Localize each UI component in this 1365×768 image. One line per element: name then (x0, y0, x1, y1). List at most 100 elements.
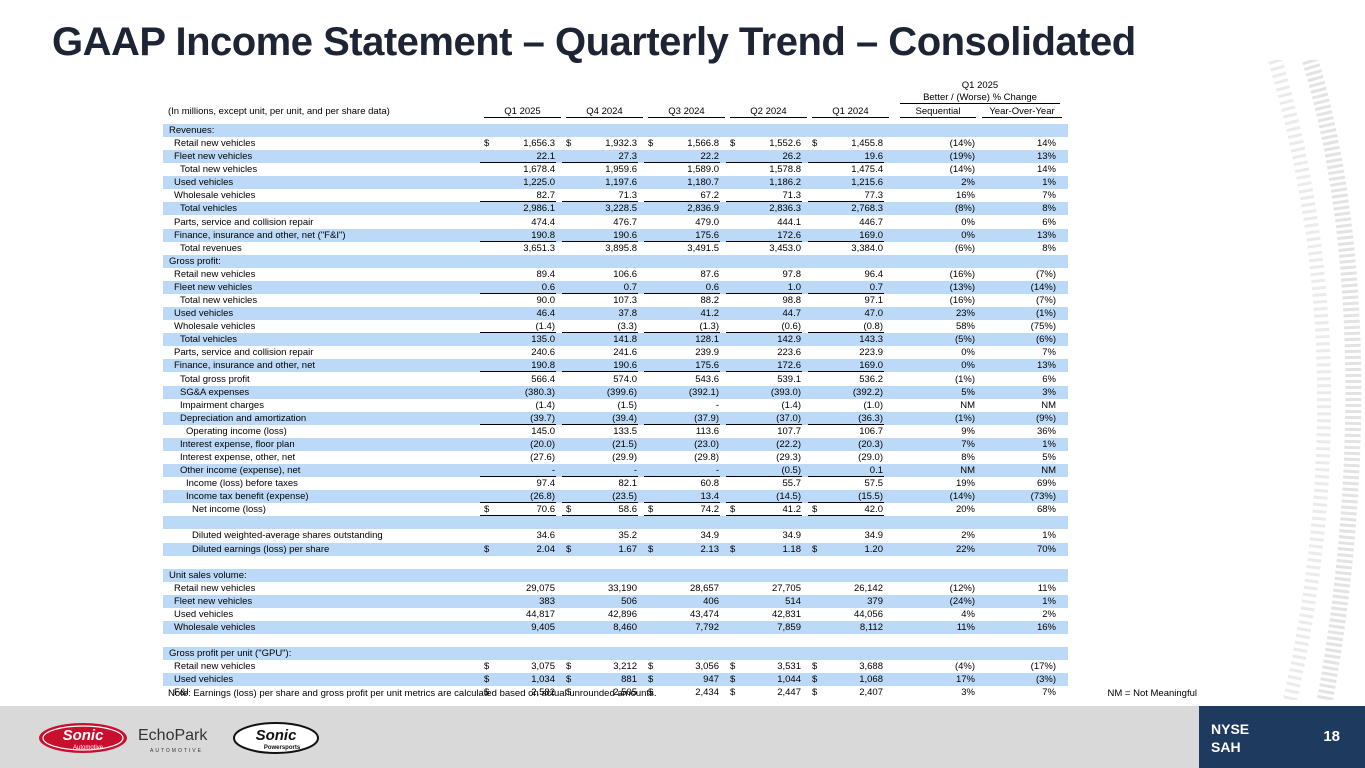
row-label: Used vehicles (174, 608, 234, 620)
value-cell: (1.4) (781, 399, 801, 411)
value-cell: 190.8 (531, 360, 555, 372)
value-cell: 55.7 (782, 478, 802, 490)
value-cell: (399.6) (606, 386, 637, 398)
underline-rule (808, 229, 884, 242)
table-row: Depreciation and amortization (39.7) (39.4… (163, 411, 1068, 425)
row-label: Total gross profit (180, 373, 250, 385)
row-label: Diluted earnings (loss) per share (192, 543, 330, 555)
value-cell: 82.1 (618, 478, 638, 490)
dollar-sign: $ (484, 543, 490, 555)
value-cell: (20.3) (858, 438, 883, 450)
row-label: Retail new vehicles (174, 138, 256, 150)
dollar-sign: $ (812, 661, 818, 673)
value-cell: (1.5) (617, 399, 637, 411)
value-cell: 113.6 (695, 425, 719, 437)
sequential-change-cell: 9% (961, 425, 975, 437)
underline-rule (480, 490, 556, 504)
header-col-q1-2025: Q1 2025 (484, 106, 561, 118)
row-label: Wholesale vehicles (174, 622, 256, 634)
underline-rule (808, 464, 884, 478)
value-cell: 0.7 (623, 281, 637, 293)
sequential-change-cell: 19% (955, 478, 975, 490)
sequential-change-cell: 0% (961, 216, 975, 228)
sequential-change-cell: 0% (961, 360, 975, 372)
header-col-q4-2024: Q4 2024 (566, 106, 643, 118)
dollar-sign: $ (566, 661, 572, 673)
value-cell: (29.3) (776, 452, 801, 463)
sequential-change-cell: 2% (961, 177, 975, 189)
row-label: Diluted weighted-average shares outstand… (192, 530, 383, 542)
value-cell: (29.8) (694, 452, 719, 463)
value-cell: 1,455.8 (851, 138, 883, 150)
table-row: Used vehicles 44,817 42,896 43,474 42,831 44,… (163, 608, 1068, 621)
page-title: GAAP Income Statement – Quarterly Trend … (52, 20, 1136, 64)
row-label: Income tax benefit (expense) (186, 491, 309, 503)
dollar-sign: $ (484, 138, 490, 150)
underline-rule (480, 229, 556, 242)
value-cell: 1,932.3 (605, 138, 637, 150)
value-cell: (37.0) (776, 412, 801, 424)
value-cell: 58.6 (618, 504, 638, 516)
value-cell: 379 (867, 595, 883, 607)
value-cell: (0.6) (781, 321, 801, 333)
value-cell: 1,959.6 (605, 164, 637, 176)
table-row: Fleet new vehicles 0.6 0.7 0.6 1.0 0.7 (13%) (1… (163, 280, 1068, 294)
underline-rule (726, 320, 802, 334)
value-cell: 175.6 (695, 360, 719, 372)
value-cell: 28,657 (689, 582, 719, 594)
dollar-sign: $ (812, 687, 818, 699)
value-cell: 143.3 (859, 334, 883, 346)
value-cell: 383 (539, 595, 555, 607)
value-cell: (393.0) (770, 386, 801, 398)
value-cell: 2,505 (613, 687, 637, 699)
sequential-change-cell: NM (960, 465, 975, 477)
row-label: Other income (expense), net (180, 465, 301, 477)
value-cell: 2,582 (531, 687, 555, 699)
value-cell: (36.3) (858, 412, 883, 424)
footer-bar (0, 706, 1365, 768)
value-cell: 1,044 (777, 674, 801, 686)
value-cell: 479.0 (695, 216, 719, 228)
value-cell: 2,836.9 (687, 203, 719, 215)
underline-rule (726, 490, 802, 504)
yoy-change-cell: 1% (1042, 438, 1056, 450)
table-row: Diluted weighted-average shares outstand… (163, 529, 1068, 542)
row-label: Wholesale vehicles (174, 190, 256, 202)
sequential-change-cell: 17% (955, 674, 975, 686)
dollar-sign: $ (812, 138, 818, 150)
value-cell: 3,056 (695, 661, 719, 673)
value-cell: (27.6) (530, 452, 555, 463)
row-label: Income (loss) before taxes (186, 478, 298, 490)
value-cell: 190.6 (613, 229, 637, 241)
value-cell: 96.4 (864, 268, 884, 280)
value-cell: 2.04 (536, 543, 556, 555)
yoy-change-cell: (6%) (1035, 334, 1056, 346)
value-cell: 3,491.5 (687, 242, 719, 254)
value-cell: 34.9 (782, 530, 802, 542)
yoy-change-cell: NM (1041, 399, 1056, 411)
row-label: Wholesale vehicles (174, 321, 256, 333)
value-cell: 506 (621, 595, 637, 607)
value-cell: 87.6 (700, 268, 720, 280)
value-cell: (3.3) (617, 321, 637, 333)
yoy-change-cell: 14% (1036, 164, 1056, 176)
table-row: Used vehicles $1,034 $881 $947 $1,044 $1,068 1… (163, 673, 1068, 687)
value-cell: 60.8 (700, 478, 720, 490)
row-label: F&I (174, 687, 189, 699)
value-cell: 3,453.0 (769, 242, 801, 254)
table-row: Gross profit: (163, 254, 1068, 268)
value-cell: 1,225.0 (523, 177, 555, 189)
table-row: Total vehicles 2,986.1 3,228.5 2,836.9 2,836… (163, 202, 1068, 216)
value-cell: 0.6 (705, 281, 719, 293)
yoy-change-cell: 13% (1036, 229, 1056, 241)
dollar-sign: $ (484, 687, 490, 699)
footnote: Note: Earnings (loss) per share and gros… (168, 688, 657, 699)
value-cell: 476.7 (613, 216, 637, 228)
value-cell: 3,228.5 (605, 203, 637, 215)
value-cell: 1.67 (618, 543, 638, 555)
underline-rule (644, 359, 720, 373)
sonic-automotive-logo: Sonic Automotive (39, 723, 127, 753)
table-row: Parts, service and collision repair 240.6… (163, 346, 1068, 359)
svg-text:Powersports: Powersports (264, 745, 301, 751)
sequential-change-cell: 11% (956, 622, 975, 634)
